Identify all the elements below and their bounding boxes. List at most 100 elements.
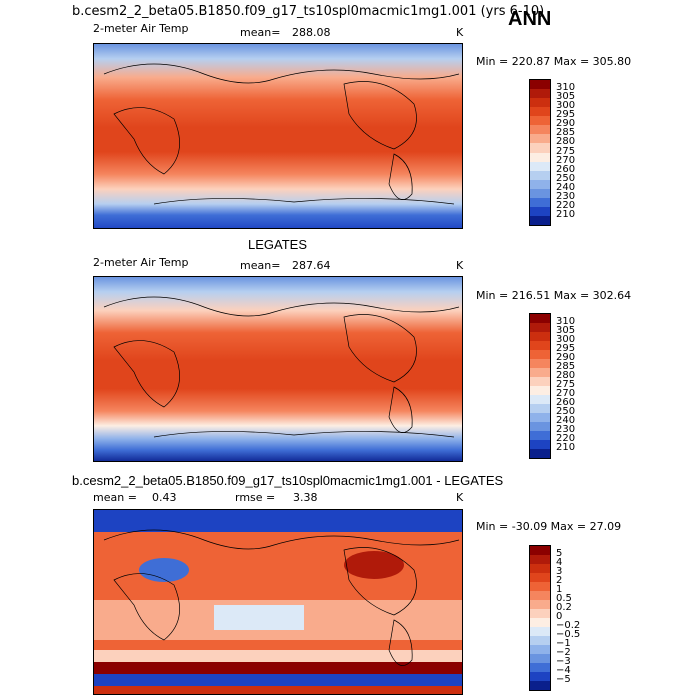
panel3-colorbar-label: 0.5 (556, 593, 572, 604)
panel2-units: K (456, 259, 464, 272)
panel2-colorbar-label: 280 (556, 370, 576, 381)
panel2-colorbar-label: 275 (556, 379, 576, 390)
panel1-mean-label: mean= (240, 26, 281, 39)
panel3-colorbar-label: 3 (556, 566, 563, 577)
panel3-map (93, 509, 463, 695)
panel1-colorbar-swatch (530, 161, 550, 171)
panel1-colorbar-label: 290 (556, 118, 576, 130)
panel2-colorbar-swatch (530, 377, 550, 386)
panel3-colorbar (529, 545, 551, 691)
panel1-colorbar-swatch (530, 116, 550, 126)
panel3-rmse-label: rmse = (235, 491, 276, 504)
panel3-mean-value: 0.43 (152, 491, 177, 504)
panel2-colorbar-swatch (530, 449, 550, 458)
case-title: b.cesm2_2_beta05.B1850.f09_g17_ts10spl0m… (72, 4, 545, 19)
panel1-colorbar-swatch (530, 188, 550, 198)
panel3-colorbar-swatch (530, 600, 550, 609)
panel2-colorbar-label: 290 (556, 352, 576, 363)
panel1-units: K (456, 26, 464, 39)
panel1-colorbar-swatch (530, 197, 550, 207)
panel2-colorbar-label: 220 (556, 433, 576, 444)
panel3-colorbar-label: −3 (556, 656, 571, 667)
panel2-colorbar-label: 300 (556, 334, 576, 345)
panel2-colorbar-swatch (530, 368, 550, 377)
panel2-colorbar-swatch (530, 350, 550, 359)
panel2-colorbar-label: 285 (556, 361, 576, 372)
panel2-title: LEGATES (248, 237, 308, 252)
panel1-colorbar-swatch (530, 134, 550, 144)
panel1-colorbar-label: 305 (556, 91, 576, 103)
panel1-colorbar-swatch (530, 179, 550, 189)
panel1-colorbar-swatch (530, 89, 550, 99)
panel3-colorbar-label: −4 (556, 665, 571, 676)
panel1-mean-value: 288.08 (292, 26, 331, 39)
panel3-units: K (456, 491, 464, 504)
panel1-colorbar-label: 220 (556, 199, 576, 211)
panel3-colorbar-swatch (530, 663, 550, 672)
panel3-title: b.cesm2_2_beta05.B1850.f09_g17_ts10spl0m… (72, 473, 504, 488)
panel3-colorbar-swatch (530, 546, 550, 555)
panel3-colorbar-label: −5 (556, 674, 571, 685)
panel1-colorbar-label: 310 (556, 82, 576, 94)
panel2-map (93, 276, 463, 462)
panel1-colorbar-swatch (530, 206, 550, 216)
panel3-colorbar-swatch (530, 681, 550, 690)
panel1-colorbar-label: 280 (556, 136, 576, 148)
panel2-colorbar-swatch (530, 413, 550, 422)
panel1-colorbar-label: 295 (556, 109, 576, 121)
panel3-colorbar-swatch (530, 573, 550, 582)
panel3-rmse-value: 3.38 (293, 491, 318, 504)
panel2-colorbar-label: 250 (556, 406, 576, 417)
panel3-colorbar-label: 5 (556, 548, 563, 559)
panel3-colorbar-swatch (530, 591, 550, 600)
panel2-colorbar-swatch (530, 404, 550, 413)
panel3-colorbar-swatch (530, 627, 550, 636)
panel1-colorbar-swatch (530, 215, 550, 225)
panel2-colorbar-swatch (530, 395, 550, 404)
panel3-colorbar-label: 4 (556, 557, 563, 568)
panel3-colorbar-swatch (530, 654, 550, 663)
panel1-colorbar-label: 250 (556, 172, 576, 184)
panel3-colorbar-swatch (530, 618, 550, 627)
panel3-colorbar-label: −2 (556, 647, 571, 658)
panel2-colorbar-label: 310 (556, 316, 576, 327)
panel2-colorbar-swatch (530, 386, 550, 395)
panel1-field (94, 44, 462, 228)
panel2-colorbar-label: 210 (556, 442, 576, 453)
panel2-colorbar-swatch (530, 359, 550, 368)
panel3-colorbar-label: 2 (556, 575, 563, 586)
panel3-colorbar-label: −0.5 (556, 629, 581, 640)
panel1-colorbar-label: 300 (556, 100, 576, 112)
panel3-mean-label: mean = (93, 491, 137, 504)
panel2-field (94, 277, 462, 461)
panel3-colorbar-swatch (530, 564, 550, 573)
panel3-colorbar-swatch (530, 609, 550, 618)
panel2-colorbar-swatch (530, 440, 550, 449)
panel2-colorbar-label: 295 (556, 343, 576, 354)
panel1-colorbar-label: 285 (556, 127, 576, 139)
panel2-colorbar-swatch (530, 422, 550, 431)
panel3-colorbar-label: 0.2 (556, 602, 572, 613)
season-label: ANN (508, 8, 552, 30)
panel2-colorbar-swatch (530, 323, 550, 332)
panel2-variable: 2-meter Air Temp (93, 256, 189, 269)
panel1-colorbar-label: 270 (556, 154, 576, 166)
panel3-colorbar-label: 0 (556, 611, 563, 622)
panel1-colorbar-label: 230 (556, 190, 576, 202)
panel3-colorbar-swatch (530, 555, 550, 564)
panel1-colorbar-label: 260 (556, 163, 576, 175)
panel2-mean-label: mean= (240, 259, 281, 272)
panel2-mean-value: 287.64 (292, 259, 331, 272)
panel1-colorbar (529, 79, 551, 226)
panel3-colorbar-swatch (530, 672, 550, 681)
panel2-colorbar-label: 270 (556, 388, 576, 399)
panel1-minmax: Min = 220.87 Max = 305.80 (476, 55, 632, 68)
panel1-colorbar-label: 210 (556, 208, 576, 220)
panel3-colorbar-label: −0.2 (556, 620, 581, 631)
panel1-colorbar-swatch (530, 143, 550, 153)
panel1-map (93, 43, 463, 229)
panel2-colorbar-label: 240 (556, 415, 576, 426)
panel1-colorbar-swatch (530, 98, 550, 108)
panel1-colorbar-swatch (530, 80, 550, 90)
panel2-colorbar-label: 260 (556, 397, 576, 408)
